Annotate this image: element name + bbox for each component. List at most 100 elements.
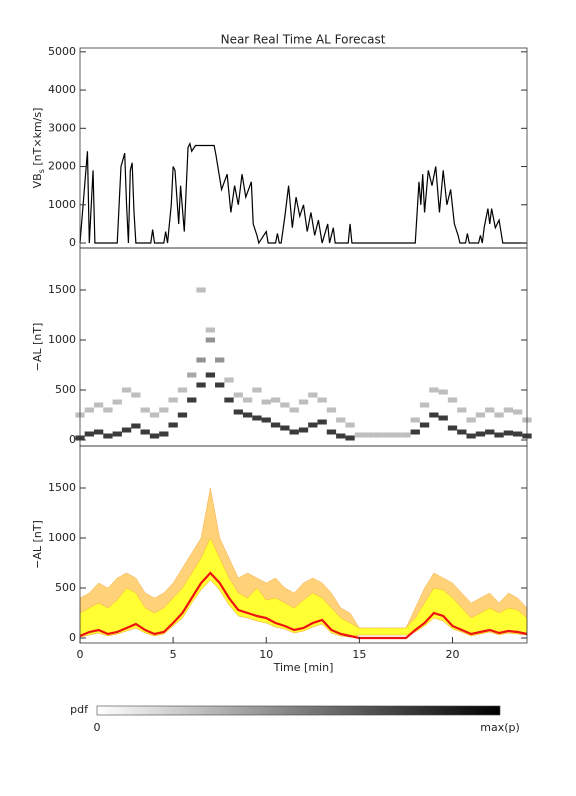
y-tick-label: 1000 — [48, 333, 76, 346]
heat-cell — [140, 429, 150, 435]
heat-cell — [84, 431, 94, 437]
heat-cell — [280, 425, 290, 431]
heat-cell — [149, 433, 160, 439]
heat-cell — [215, 382, 225, 388]
heat-cell — [354, 432, 365, 438]
heat-cell — [233, 409, 243, 415]
heat-cell — [93, 402, 104, 408]
heat-cell — [121, 427, 132, 433]
heat-cell — [140, 407, 150, 413]
heat-cell — [373, 432, 383, 438]
heat-cell — [159, 431, 169, 437]
heat-cell — [513, 409, 523, 415]
heat-cell — [289, 407, 299, 413]
heat-cell — [336, 433, 346, 439]
plot-frame — [79, 247, 528, 447]
heat-cell — [177, 412, 188, 418]
heat-cell — [93, 429, 104, 435]
heat-cell — [429, 412, 439, 418]
heat-cell — [308, 422, 318, 428]
heat-cell — [326, 429, 337, 435]
y-tick-label: 1000 — [48, 198, 76, 211]
heat-cell — [187, 372, 197, 378]
heat-cell — [336, 417, 346, 423]
heat-cell — [131, 392, 141, 398]
heat-cell — [382, 432, 392, 438]
panel — [75, 287, 532, 441]
heat-cell — [84, 407, 94, 413]
heat-cell — [401, 432, 411, 438]
y-tick-label: 1500 — [48, 283, 76, 296]
heat-cell — [242, 412, 253, 418]
heat-cell — [149, 412, 160, 418]
heat-cell — [252, 415, 262, 421]
heat-cell — [419, 422, 430, 428]
heat-cell — [447, 425, 458, 431]
heat-cell — [457, 429, 467, 435]
heat-cell — [270, 397, 281, 403]
x-tick-label: 0 — [77, 648, 84, 661]
y-axis-label: −AL [nT] — [31, 323, 44, 372]
heat-cell — [270, 422, 281, 428]
label-part: [nT×km/s] — [31, 108, 44, 170]
heat-cell — [317, 397, 327, 403]
y-tick-label: 3000 — [48, 121, 76, 134]
heat-cell — [205, 372, 216, 378]
heat-cell — [466, 417, 476, 423]
heat-cell — [261, 417, 271, 423]
x-tick-label: 20 — [446, 648, 460, 661]
heat-cell — [475, 412, 486, 418]
heat-cell — [391, 432, 402, 438]
heat-cell — [196, 287, 206, 293]
heat-cell — [298, 399, 309, 405]
y-axis-label: VBs [nT×km/s] — [31, 108, 46, 189]
data-line — [79, 141, 527, 245]
heat-cell — [121, 387, 132, 393]
heat-cell — [224, 397, 234, 403]
heat-cell — [475, 431, 486, 437]
heat-cell — [410, 429, 420, 435]
y-tick-label: 500 — [55, 581, 76, 594]
label-part: s — [37, 169, 46, 173]
heat-cell — [168, 422, 178, 428]
heat-cell — [187, 397, 197, 403]
y-tick-label: 1000 — [48, 531, 76, 544]
colorbar-max: max(p) — [480, 721, 520, 734]
y-axis-label: −AL [nT] — [31, 520, 44, 569]
heat-cell — [177, 387, 188, 393]
panel — [79, 487, 528, 640]
heat-cell — [326, 407, 337, 413]
heat-cell — [103, 407, 113, 413]
y-tick-label: 0 — [69, 433, 76, 446]
x-axis-label: Time [min] — [273, 661, 334, 674]
heat-cell — [233, 392, 243, 398]
heat-cell — [215, 357, 225, 363]
heat-cell — [103, 433, 113, 439]
y-tick-label: 500 — [55, 383, 76, 396]
chart-title: Near Real Time AL Forecast — [221, 33, 386, 47]
heat-cell — [280, 402, 290, 408]
heat-cell — [503, 430, 514, 436]
heat-cell — [494, 412, 504, 418]
heat-cell — [224, 377, 234, 383]
heat-cell — [364, 432, 374, 438]
panel — [79, 141, 527, 245]
heat-cell — [485, 429, 495, 435]
heat-cell — [494, 432, 504, 438]
heat-cell — [205, 327, 216, 333]
colorbar-label: pdf — [70, 703, 89, 716]
heat-cell — [196, 382, 206, 388]
heat-cell — [261, 399, 271, 405]
heat-cell — [419, 402, 430, 408]
heat-cell — [447, 397, 458, 403]
y-tick-label: 4000 — [48, 83, 76, 96]
y-tick-label: 2000 — [48, 160, 76, 173]
heat-cell — [438, 415, 448, 421]
heat-cell — [205, 337, 216, 343]
plot-frame — [79, 445, 528, 644]
y-tick-label: 1500 — [48, 481, 76, 494]
heat-cell — [112, 431, 122, 437]
x-tick-label: 15 — [352, 648, 366, 661]
heat-cell — [289, 429, 299, 435]
